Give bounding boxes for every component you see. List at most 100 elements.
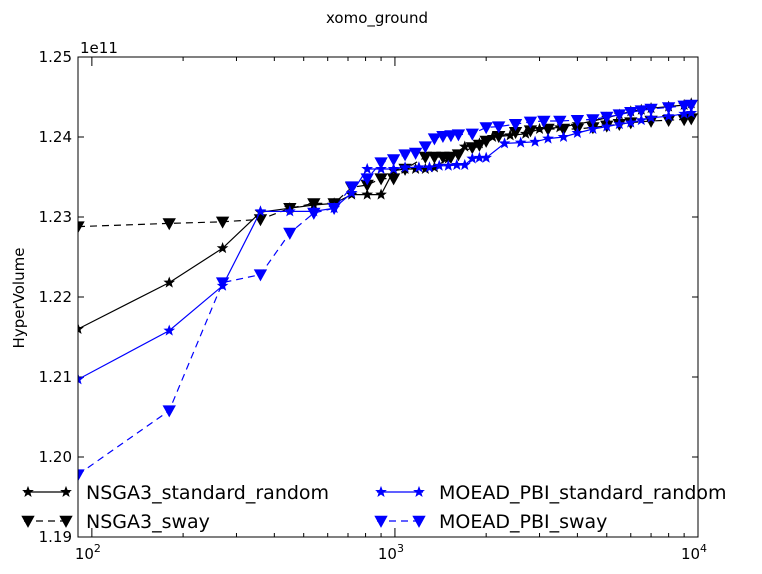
series-4-point — [283, 227, 297, 240]
legend-marker-1 — [60, 485, 72, 497]
plot-series — [78, 97, 698, 482]
series-4-point — [215, 277, 230, 290]
legend-label-3: MOEAD_PBI_standard_random — [439, 482, 727, 504]
y-axis-multiplier: 1e11 — [80, 39, 118, 57]
series-3-point — [458, 158, 471, 170]
series-2-point — [465, 142, 479, 155]
series-4-point — [444, 130, 458, 143]
series-4-point — [162, 405, 176, 418]
series-4-point — [78, 469, 85, 482]
series-4-point — [360, 173, 374, 186]
plot-frame — [77, 56, 699, 538]
y-tick-label: 1.23 — [39, 208, 72, 226]
series-3-point — [423, 161, 436, 173]
series-4-point — [451, 129, 466, 142]
series-1-point — [361, 188, 374, 200]
series-4-point — [570, 115, 585, 128]
series-4-point — [479, 122, 493, 135]
series-4-point — [586, 114, 600, 127]
series-3-point — [685, 106, 698, 118]
series-2-point — [541, 123, 555, 136]
series-3-point — [645, 111, 657, 123]
series-line-3 — [78, 112, 692, 380]
series-2-point — [386, 173, 401, 186]
y-tick-label: 1.21 — [39, 368, 72, 386]
series-3-point — [78, 373, 84, 385]
series-4-point — [600, 111, 614, 124]
legend-marker-4 — [412, 515, 426, 528]
y-tick-label: 1.24 — [39, 128, 72, 146]
legend-marker-2 — [21, 515, 35, 528]
series-3-point — [600, 120, 613, 132]
series-2-point — [556, 123, 571, 136]
series-3-point — [254, 205, 267, 217]
series-1-point — [375, 188, 387, 200]
legend-marker-3 — [413, 485, 425, 497]
series-3-point — [498, 137, 511, 149]
series-4-point — [345, 181, 359, 194]
legend-marker-2 — [59, 515, 73, 528]
y-axis-label: HyperVolume — [10, 248, 28, 349]
x-tick-label: 103 — [378, 542, 404, 563]
series-4-point — [374, 157, 388, 170]
series-line-2 — [78, 118, 692, 228]
series-3-point — [662, 110, 675, 122]
series-4-point — [612, 109, 626, 122]
series-3-point — [361, 162, 374, 174]
legend: NSGA3_standard_random NSGA3_sway MOEAD_PBI… — [21, 482, 727, 533]
legend-marker-3 — [375, 485, 387, 497]
series-2-point — [162, 218, 176, 231]
chart-title: xomo_ground — [326, 9, 428, 28]
series-3-point — [542, 132, 554, 144]
series-4-point — [436, 131, 450, 144]
series-4-point — [427, 133, 442, 146]
series-line-1 — [78, 102, 692, 330]
series-3-point — [163, 324, 176, 336]
series-1-point — [163, 276, 176, 288]
y-tick-label: 1.20 — [39, 448, 72, 466]
series-3-point — [587, 122, 599, 134]
series-4-point — [307, 207, 321, 220]
series-1-point — [216, 242, 229, 254]
series-4-point — [386, 154, 401, 167]
series-4-point — [624, 107, 638, 120]
series-2-point — [479, 135, 493, 148]
series-2-point — [307, 198, 321, 211]
series-4-point — [537, 115, 551, 128]
series-3-point — [635, 114, 648, 126]
series-3-point — [571, 126, 584, 138]
series-4-point — [661, 102, 676, 115]
series-4-point — [644, 103, 658, 116]
series-4-point — [508, 119, 523, 132]
series-2-point — [78, 221, 85, 234]
series-4-point — [398, 149, 412, 162]
series-4-point — [634, 105, 648, 118]
series-4-point — [253, 269, 268, 282]
legend-label-1: NSGA3_standard_random — [86, 482, 329, 504]
series-3-point — [613, 118, 626, 130]
series-3-point — [413, 161, 425, 173]
series-3-point — [283, 205, 296, 217]
series-3-point — [450, 158, 463, 170]
series-2-point — [436, 151, 450, 164]
series-4-point — [523, 116, 538, 129]
series-3-point — [514, 136, 527, 148]
series-2-point — [472, 139, 487, 152]
series-3-point — [442, 159, 455, 171]
series-3-point — [480, 151, 493, 163]
series-3-point — [399, 161, 411, 173]
y-tick-label: 1.25 — [39, 48, 72, 66]
series-2-point — [427, 151, 442, 164]
series-4-point — [465, 128, 479, 141]
legend-marker-1 — [22, 485, 34, 497]
series-4-point — [684, 99, 698, 112]
series-4-point — [408, 147, 423, 160]
series-3-point — [387, 162, 400, 174]
series-4-point — [327, 203, 341, 216]
legend-label-4: MOEAD_PBI_sway — [439, 511, 607, 533]
series-2-point — [374, 173, 388, 186]
x-tick-label: 104 — [681, 542, 707, 563]
series-4-point — [418, 141, 433, 154]
legend-marker-4 — [374, 515, 388, 528]
